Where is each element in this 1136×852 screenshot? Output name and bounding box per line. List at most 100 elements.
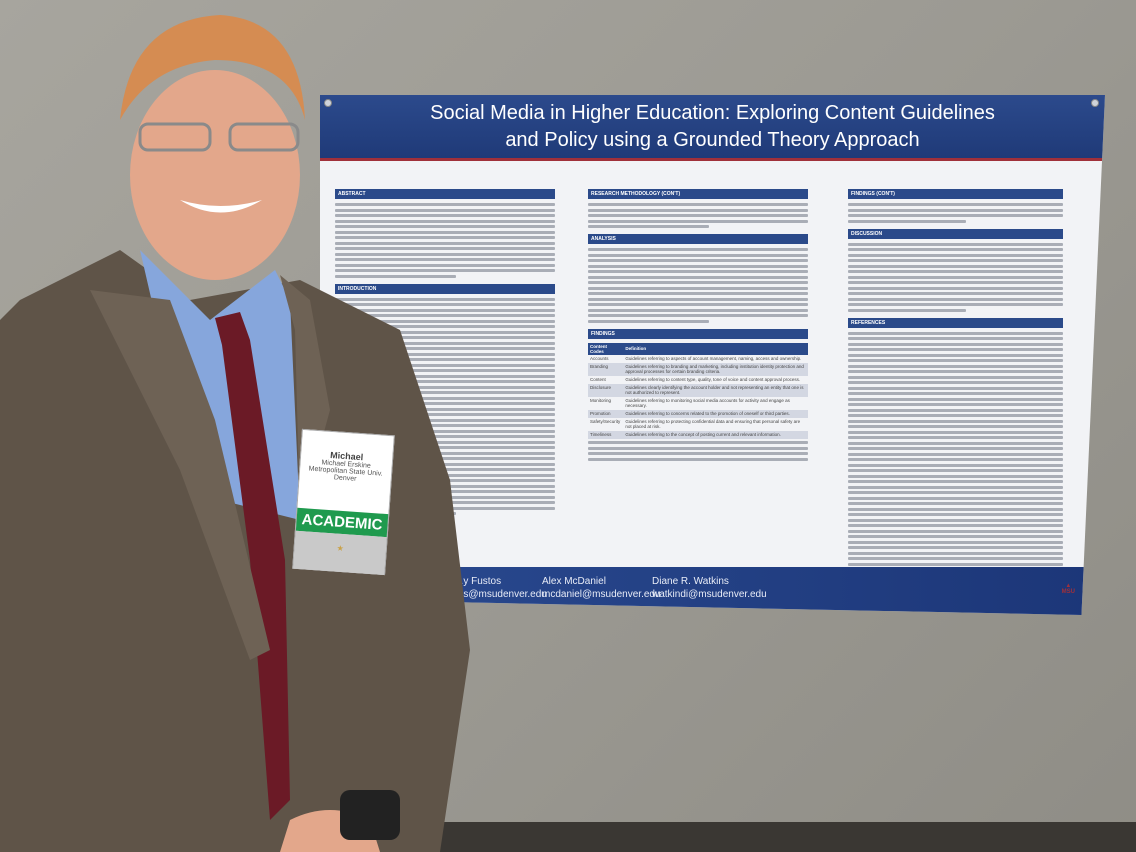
- text-line: [848, 264, 1063, 268]
- text-line: [848, 452, 1063, 456]
- text-line: [335, 314, 555, 317]
- text-line: [335, 380, 555, 383]
- text-line: [335, 446, 555, 449]
- table-row: Safety/Security Guidelines referring to p…: [588, 418, 808, 431]
- text-line: [848, 518, 1063, 522]
- text-line: [335, 308, 555, 312]
- text-line: [848, 474, 1063, 478]
- text-line: [848, 214, 1063, 217]
- text-line: [848, 496, 1063, 500]
- text-line: [848, 463, 1063, 467]
- text-line: [848, 551, 1063, 555]
- text-line: [588, 292, 808, 295]
- text-line: [335, 369, 555, 372]
- lapel-right: [280, 275, 330, 520]
- table-row: Content Guidelines referring to content t…: [588, 376, 808, 384]
- text-line: [848, 348, 1063, 351]
- text-line: [848, 208, 1063, 212]
- text-line: [848, 408, 1063, 412]
- section-heading: DISCUSSION: [848, 228, 1063, 239]
- text-line: [848, 337, 1063, 340]
- text-line: [335, 396, 555, 400]
- table-cell: Disclosure: [588, 383, 624, 397]
- section-heading: RESEARCH METHODOLOGY (CON'T): [588, 189, 808, 199]
- text-line: [588, 225, 709, 228]
- text-line: [848, 375, 1063, 379]
- text-line: [588, 286, 808, 290]
- text-line: [588, 297, 808, 301]
- text-line: [588, 275, 808, 279]
- table-row: Timeliness Guidelines referring to the co…: [588, 430, 808, 439]
- section-heading: ANALYSIS: [588, 234, 808, 244]
- text-line: [848, 458, 1063, 461]
- text-line: [335, 219, 555, 223]
- text-line: [848, 308, 967, 312]
- text-line: [848, 248, 1063, 251]
- text-line: [335, 330, 555, 334]
- text-line: [335, 236, 555, 239]
- poster-title: Social Media in Higher Education: Explor…: [320, 95, 1105, 161]
- text-line: [848, 342, 1063, 346]
- text-line: [588, 248, 808, 251]
- text-line: [848, 242, 1063, 246]
- text-line: [848, 381, 1063, 384]
- table-row: Monitoring Guidelines referring to monito…: [588, 397, 808, 410]
- name-badge: Michael Michael Erskine Metropolitan Sta…: [292, 428, 395, 576]
- text-line: [848, 370, 1063, 373]
- text-line: [335, 374, 555, 378]
- text-line: [848, 392, 1063, 395]
- text-line: [588, 208, 808, 212]
- hair: [120, 15, 305, 120]
- text-line: [848, 469, 1063, 472]
- text-line: [335, 325, 555, 328]
- text-line: [848, 546, 1063, 549]
- lapel-left: [90, 290, 270, 660]
- tie: [215, 312, 290, 820]
- text-line: [335, 347, 555, 350]
- findings-table: Content Codes Definition Accounts Guideline…: [588, 342, 808, 439]
- table-header: Content Codes: [588, 342, 624, 355]
- text-line: [335, 451, 555, 455]
- text-line: [588, 319, 709, 323]
- text-line: [588, 308, 808, 312]
- text-line: [848, 397, 1063, 401]
- author: Diane R. Watkins watkindi@msudenver.edu: [652, 576, 767, 600]
- text-line: [848, 485, 1063, 489]
- poster-column-3: FINDINGS (CON'T) DISCUSSION REFERENCES: [848, 183, 1063, 574]
- text-line: [335, 252, 555, 256]
- text-line: [335, 391, 555, 394]
- section-heading: FINDINGS: [588, 328, 808, 339]
- text-line: [335, 203, 555, 206]
- text-line: [335, 336, 555, 339]
- text-line: [588, 219, 808, 223]
- text-line: [848, 436, 1063, 439]
- text-line: [848, 297, 1063, 301]
- text-line: [335, 241, 555, 245]
- text-line: [335, 225, 555, 228]
- author: Alex McDaniel mcdaniel@msudenver.edu: [542, 576, 661, 600]
- table-cell: Guidelines referring to concerns related…: [623, 409, 808, 418]
- text-line: [335, 407, 555, 411]
- text-line: [335, 208, 555, 212]
- text-line: [335, 230, 555, 234]
- text-line: [335, 402, 555, 405]
- badge-ribbon: ★: [293, 530, 387, 576]
- text-line: [848, 447, 1063, 450]
- text-line: [848, 292, 1063, 295]
- text-line: [848, 502, 1063, 505]
- text-line: [848, 557, 1063, 560]
- table-cell: Promotion: [588, 409, 624, 418]
- text-line: [848, 259, 1063, 262]
- table-cell: Guidelines referring to the concept of p…: [623, 430, 808, 439]
- text-line: [848, 513, 1063, 516]
- table-row: Branding Guidelines referring to branding…: [588, 362, 808, 376]
- text-line: [848, 286, 1063, 290]
- text-line: [848, 270, 1063, 273]
- text-line: [335, 297, 555, 301]
- university-logo: ▲ MSU: [1061, 583, 1075, 595]
- text-line: [848, 219, 967, 223]
- table-cell: Guidelines referring to content type, qu…: [625, 377, 801, 382]
- section-heading: ABSTRACT: [335, 189, 555, 199]
- text-line: [335, 429, 555, 433]
- text-line: [848, 203, 1063, 206]
